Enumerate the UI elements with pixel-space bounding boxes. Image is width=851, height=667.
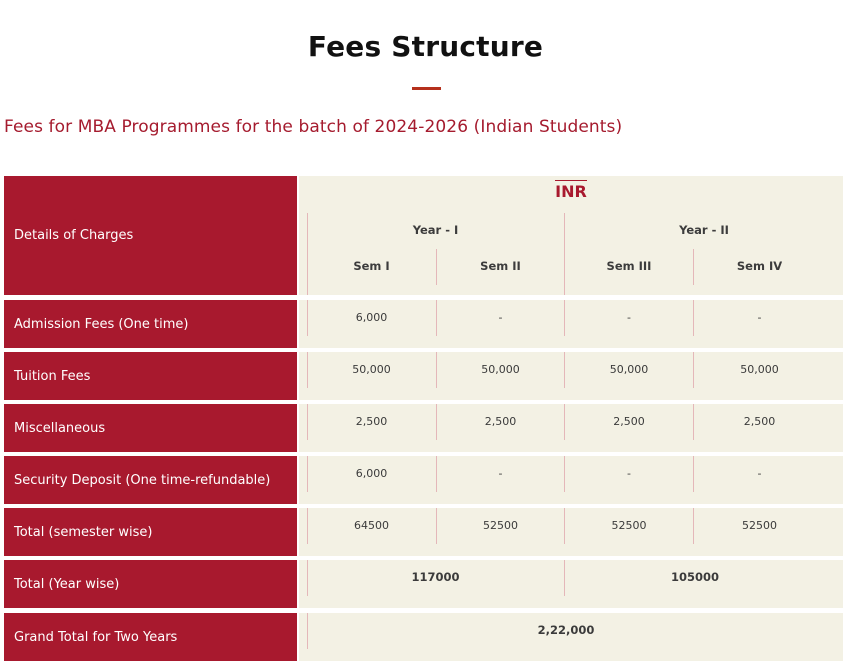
header-divider-mid	[564, 213, 565, 295]
row-divider	[307, 352, 308, 388]
table-row: 6,000 - - -	[299, 300, 843, 348]
row-label-admission: Admission Fees (One time)	[4, 300, 297, 348]
table-row: 2,22,000	[299, 613, 843, 661]
row-divider	[693, 300, 694, 336]
table-row: 6,000 - - -	[299, 456, 843, 504]
row-divider	[693, 404, 694, 440]
table-row: 64500 52500 52500 52500	[299, 508, 843, 556]
cell-year1-total: 117000	[411, 570, 460, 584]
row-divider	[307, 300, 308, 336]
cell-misc-sem1: 2,500	[355, 415, 388, 428]
row-label-total-semester: Total (semester wise)	[4, 508, 297, 556]
cell-deposit-sem1: 6,000	[355, 467, 388, 480]
cell-total-sem2: 52500	[483, 519, 518, 532]
row-divider	[693, 352, 694, 388]
row-divider	[436, 300, 437, 336]
cell-admission-sem4: -	[757, 311, 762, 324]
row-divider	[564, 560, 565, 596]
currency-label: INR	[555, 180, 587, 201]
cell-tuition-sem1: 50,000	[352, 363, 391, 376]
row-divider	[693, 508, 694, 544]
row-divider	[307, 613, 308, 649]
cell-grand-total: 2,22,000	[537, 623, 595, 637]
row-divider	[436, 456, 437, 492]
row-label-miscellaneous: Miscellaneous	[4, 404, 297, 452]
table-row: 2,500 2,500 2,500 2,500	[299, 404, 843, 452]
sem-3-header: Sem III	[606, 259, 652, 273]
year-2-header: Year - II	[679, 223, 729, 237]
row-label-tuition: Tuition Fees	[4, 352, 297, 400]
row-divider	[564, 456, 565, 492]
cell-tuition-sem3: 50,000	[609, 363, 649, 376]
table-row: 117000 105000	[299, 560, 843, 608]
cell-misc-sem2: 2,500	[484, 415, 517, 428]
cell-year2-total: 105000	[670, 570, 719, 584]
year-1-header: Year - I	[412, 223, 459, 237]
header-divider-year	[307, 213, 308, 295]
row-label-grand-total: Grand Total for Two Years	[4, 613, 297, 661]
cell-total-sem4: 52500	[742, 519, 777, 532]
row-label-total-year: Total (Year wise)	[4, 560, 297, 608]
page-title: Fees Structure	[307, 30, 544, 63]
header-currency-block: INR Year - I Year - II Sem I Sem II Sem …	[299, 176, 843, 295]
cell-deposit-sem3: -	[627, 467, 631, 480]
cell-deposit-sem2: -	[498, 467, 503, 480]
row-divider	[436, 508, 437, 544]
row-divider	[307, 508, 308, 544]
page-subtitle: Fees for MBA Programmes for the batch of…	[4, 117, 623, 137]
cell-admission-sem2: -	[498, 311, 503, 324]
header-details-label: Details of Charges	[14, 228, 134, 243]
sem-4-header: Sem IV	[736, 259, 783, 273]
cell-misc-sem3: 2,500	[613, 415, 645, 428]
cell-deposit-sem4: -	[757, 467, 762, 480]
header-divider-sem1	[436, 249, 437, 285]
cell-misc-sem4: 2,500	[743, 415, 776, 428]
cell-total-sem1: 64500	[354, 519, 389, 532]
row-divider	[307, 404, 308, 440]
row-divider	[307, 560, 308, 596]
header-divider-sem3	[693, 249, 694, 285]
row-divider	[693, 456, 694, 492]
sem-2-header: Sem II	[480, 259, 521, 273]
row-divider	[436, 404, 437, 440]
sem-1-header: Sem I	[353, 259, 390, 273]
cell-tuition-sem2: 50,000	[481, 363, 520, 376]
header-details-of-charges: Details of Charges	[4, 176, 297, 295]
row-divider	[564, 300, 565, 336]
cell-tuition-sem4: 50,000	[740, 363, 779, 376]
row-label-security-deposit: Security Deposit (One time-refundable)	[4, 456, 297, 504]
row-divider	[564, 508, 565, 544]
table-row: 50,000 50,000 50,000 50,000	[299, 352, 843, 400]
cell-admission-sem1: 6,000	[355, 311, 388, 324]
title-underline	[412, 87, 441, 90]
cell-admission-sem3: -	[627, 311, 631, 324]
cell-total-sem3: 52500	[611, 519, 647, 532]
row-divider	[564, 352, 565, 388]
row-divider	[564, 404, 565, 440]
row-divider	[307, 456, 308, 492]
row-divider	[436, 352, 437, 388]
